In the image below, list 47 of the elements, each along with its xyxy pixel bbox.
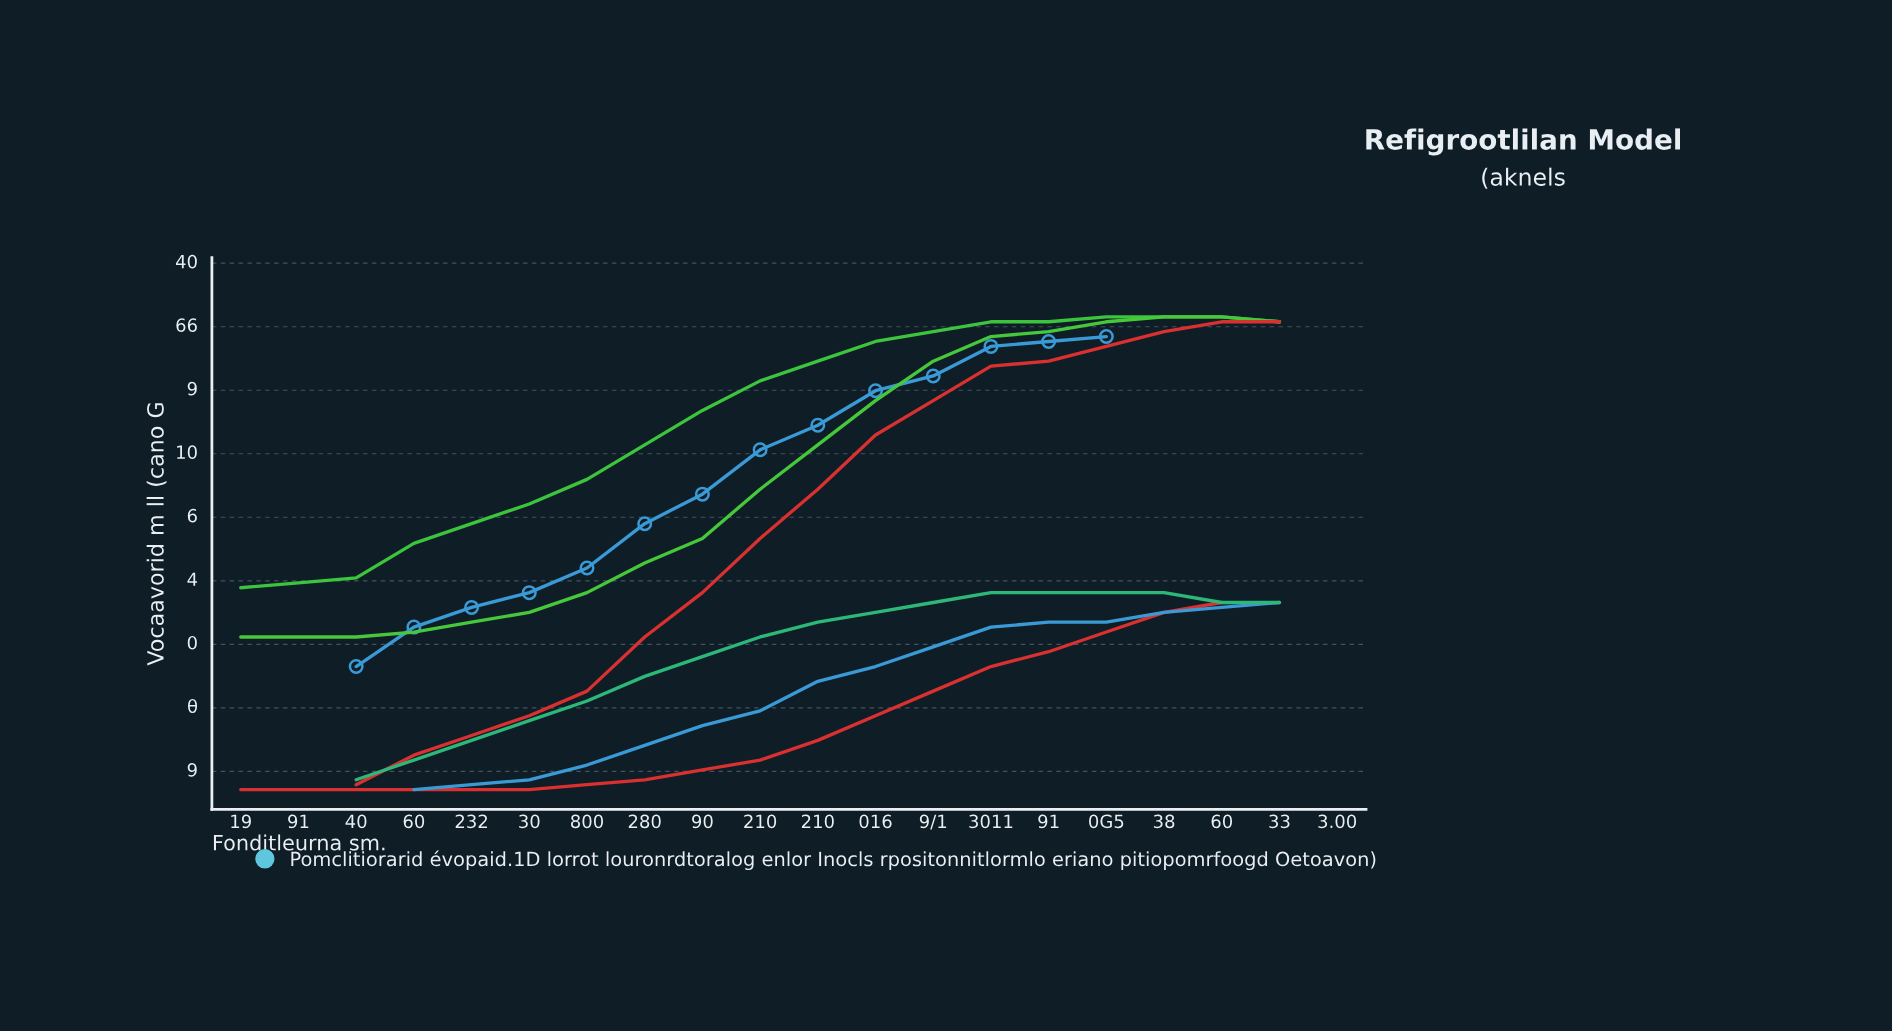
x-tick-label: 38 xyxy=(1153,814,1175,829)
x-tick-label: 210 xyxy=(801,814,834,829)
text: Pomclitiorarid évopaid.1D lorrot louronrdtoralog enlor Inocls rpositonnitlormlo eriano pitiopomrfoogd Oetoavon) xyxy=(291,850,1376,871)
x-tick-label: 232 xyxy=(455,814,487,829)
x-tick-label: 800 xyxy=(570,814,604,829)
x-tick-label: 40 xyxy=(345,814,367,829)
text: 9 xyxy=(187,763,197,777)
point xyxy=(579,560,595,576)
text: 66 xyxy=(176,318,197,332)
point xyxy=(752,442,768,458)
point xyxy=(925,368,941,384)
x-tick-label: 33 xyxy=(1269,814,1290,829)
x-axis-title: Fonditleurna sm. xyxy=(213,834,385,851)
point xyxy=(983,338,999,354)
x-tick-label: 91 xyxy=(288,814,309,829)
x-tick-label: 90 xyxy=(692,814,713,829)
x-tick-label: 210 xyxy=(744,814,777,829)
text: 40 xyxy=(175,254,197,269)
x-tick-label: 60 xyxy=(403,814,425,829)
point xyxy=(1041,333,1057,349)
text: 10 xyxy=(177,445,197,459)
point xyxy=(348,659,364,675)
x-tick-label: 9/1 xyxy=(919,814,947,830)
point xyxy=(1098,329,1114,345)
x-tick-label: 60 xyxy=(1211,814,1233,829)
text: 0 xyxy=(187,635,197,650)
x-tick-label: 280 xyxy=(628,814,661,829)
point xyxy=(521,585,537,601)
text: (aknels xyxy=(1482,167,1565,189)
text: 6 xyxy=(187,508,197,523)
y-axis-title: Vocaavorid m ll (cano G xyxy=(146,403,167,666)
text: Refigrootlilan Model xyxy=(1366,128,1681,156)
text: 4 xyxy=(187,572,198,586)
point xyxy=(637,516,653,532)
x-tick-label: 3.00 xyxy=(1318,814,1357,829)
point xyxy=(868,383,884,399)
x-tick-label: 30 xyxy=(519,814,540,829)
x-tick-label: 3011 xyxy=(969,814,1013,829)
x-tick-label: 91 xyxy=(1038,814,1059,829)
x-tick-label: 19 xyxy=(231,814,251,829)
x-tick-label: 016 xyxy=(859,814,892,829)
text: θ xyxy=(188,699,198,714)
x-tick-label: 0G5 xyxy=(1089,814,1124,829)
point xyxy=(810,417,826,433)
text: 9 xyxy=(187,381,197,396)
point xyxy=(694,486,710,502)
point xyxy=(464,599,480,615)
